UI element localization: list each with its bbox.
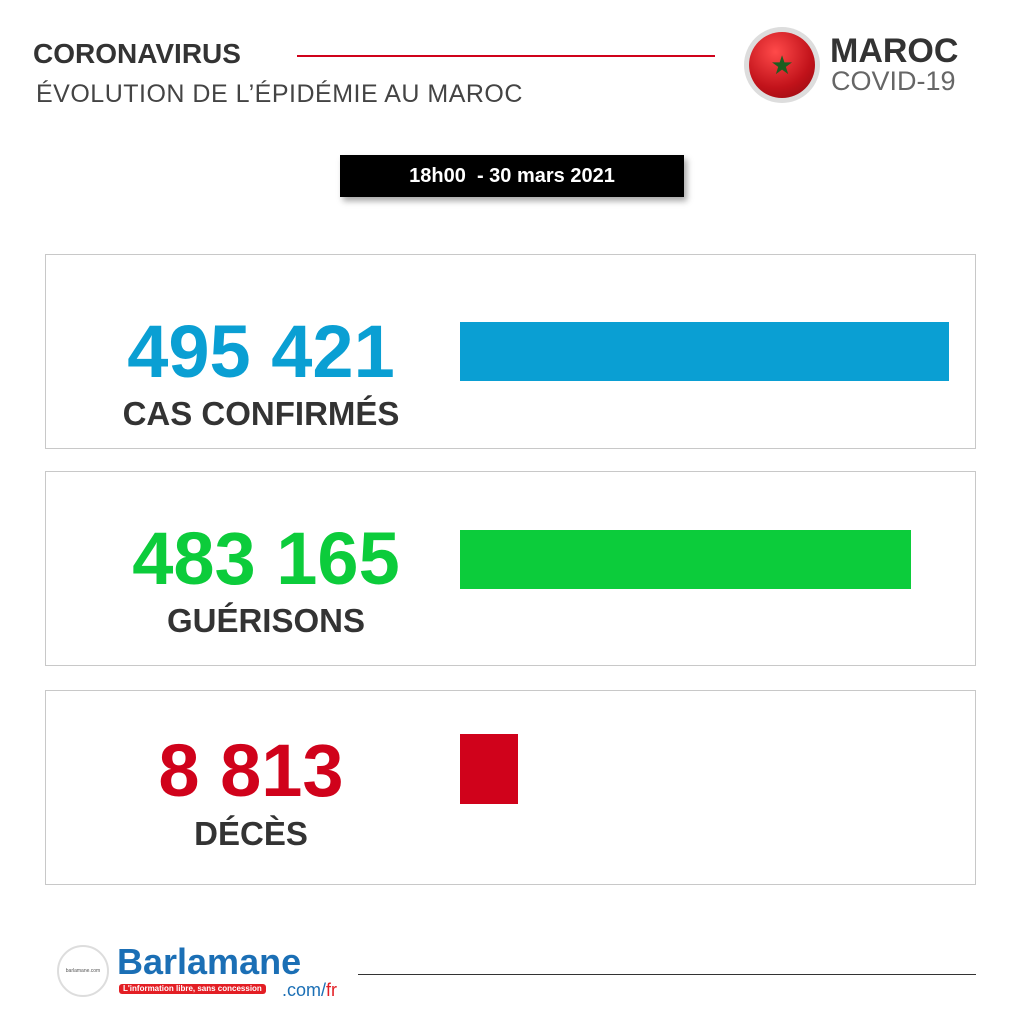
stat-value: 495 421 xyxy=(127,310,395,393)
stat-value: 8 813 xyxy=(158,729,344,812)
brand-domain: .com/fr xyxy=(282,981,337,999)
subtitle: ÉVOLUTION DE L’ÉPIDÉMIE AU MAROC xyxy=(36,80,523,108)
stat-value: 483 165 xyxy=(132,517,400,600)
domain-text: .com/ xyxy=(282,980,327,1000)
stat-bar xyxy=(460,530,911,589)
footer-divider xyxy=(358,974,976,975)
domain-suffix: fr xyxy=(326,980,338,1000)
badge-title: MAROC xyxy=(830,32,959,70)
title: CORONAVIRUS xyxy=(33,38,241,69)
stat-label: GUÉRISONS xyxy=(166,602,366,639)
date-banner: 18h00 - 30 mars 2021 xyxy=(340,155,684,197)
stat-bar xyxy=(460,734,518,804)
stat-bar xyxy=(460,322,949,381)
stat-card-deaths: 8 813 DÉCÈS xyxy=(45,690,976,885)
brand-logo-icon: barlamane.com xyxy=(57,945,109,997)
brand-tagline: L'information libre, sans concession xyxy=(119,984,266,994)
title-divider xyxy=(297,55,715,57)
stat-card-confirmed: 495 421 CAS CONFIRMÉS xyxy=(45,254,976,449)
stat-card-recovered: 483 165 GUÉRISONS xyxy=(45,471,976,666)
stat-label: CAS CONFIRMÉS xyxy=(122,395,400,432)
morocco-flag-icon: ★ xyxy=(744,27,820,103)
brand-name: Barlamane xyxy=(117,941,302,982)
stat-label: DÉCÈS xyxy=(194,815,308,852)
badge-subtitle: COVID-19 xyxy=(831,66,956,96)
